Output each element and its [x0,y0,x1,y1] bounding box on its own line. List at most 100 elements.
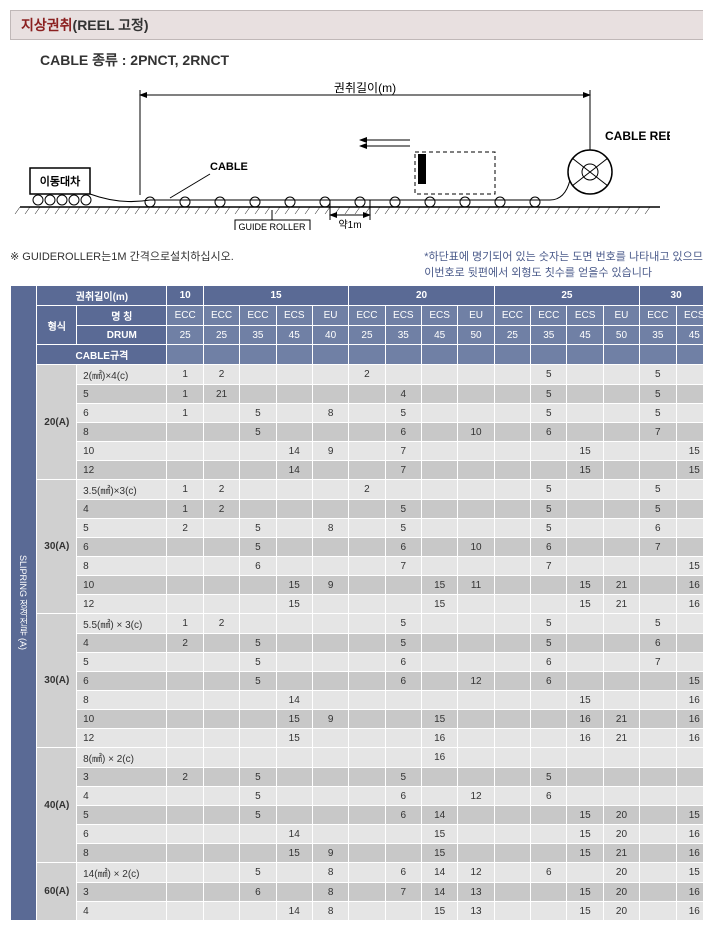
cell: 6 [531,423,567,442]
cell [203,538,239,557]
svg-text:권취길이(m): 권취길이(m) [334,81,396,95]
cell: 15 [422,710,458,729]
cell: 2 [203,614,239,634]
cell [203,595,239,614]
cell [276,614,312,634]
cell: 5 [240,423,276,442]
cell [349,461,385,480]
cell: 8 [77,557,167,576]
cell [240,576,276,595]
cell [422,614,458,634]
cell [203,653,239,672]
cell: 8 [77,691,167,710]
cell: 5 [240,538,276,557]
cell: ECC [203,306,239,326]
cell: 1 [167,500,203,519]
cell: 7 [531,557,567,576]
cell [385,844,421,863]
cell: 30(A) [37,480,77,614]
cell [167,442,203,461]
cell [458,729,494,748]
cell [349,768,385,787]
guide-roller-note: ※ GUIDEROLLER는1M 간격으로설치하십시오. [10,248,234,280]
cell [458,614,494,634]
cell [276,557,312,576]
cell: 5 [531,500,567,519]
cell: 60(A) [37,863,77,921]
cell [203,576,239,595]
cell [276,404,312,423]
cable-type-label: CABLE 종류 : 2PNCT, 2RNCT [40,50,683,70]
cell [276,787,312,806]
cell [676,538,703,557]
cell [531,748,567,768]
cell: 15 [567,461,603,480]
cell [494,500,530,519]
cell [385,480,421,500]
cell: 15 [567,806,603,825]
cell: ECC [531,306,567,326]
cell: 명 칭 [77,306,167,326]
cell [312,557,348,576]
cell [567,404,603,423]
cell: 15 [276,576,312,595]
cell [567,768,603,787]
cell [203,902,239,921]
cell: 5 [531,768,567,787]
cell [167,653,203,672]
cell: 21 [603,729,639,748]
cell: 10 [77,442,167,461]
cell [312,634,348,653]
cell: 6 [77,672,167,691]
cell [531,825,567,844]
cell [603,480,639,500]
cell: 50 [458,326,494,345]
cell [167,423,203,442]
cell: 6 [385,672,421,691]
cell: 6 [531,863,567,883]
table-note: *하단표에 명기되어 있는 숫자는 도면 번호를 나타내고 있으므로 이번호로 … [424,248,703,280]
cell [276,653,312,672]
cell [531,345,567,365]
cell [240,844,276,863]
cell [458,653,494,672]
cell [276,806,312,825]
cell: 20 [349,286,494,306]
cell [458,634,494,653]
cell: ECC [349,306,385,326]
cell [167,883,203,902]
cell [167,461,203,480]
cell [531,883,567,902]
cell: 5 [640,614,676,634]
cell: 14 [422,806,458,825]
cell: 7 [385,557,421,576]
cell [676,614,703,634]
cell: 5 [531,614,567,634]
cell [312,423,348,442]
cell: 45 [567,326,603,345]
cell [422,500,458,519]
cell: 7 [385,883,421,902]
cell [167,863,203,883]
cell [349,614,385,634]
cell: 7 [640,653,676,672]
cell: 8 [312,404,348,423]
cell: 16 [422,729,458,748]
cell [276,345,312,365]
cell: 5 [640,385,676,404]
cell [603,385,639,404]
cell: 10 [77,576,167,595]
cell [349,345,385,365]
cell: 16 [676,576,703,595]
cell: 16 [676,883,703,902]
cell: 5 [385,519,421,538]
cell [349,442,385,461]
cell [640,902,676,921]
cell [676,768,703,787]
cell [458,691,494,710]
cell [349,748,385,768]
cell [203,806,239,825]
cell [603,404,639,423]
title-kr: 지상권취 [21,17,73,33]
cell: 6 [385,653,421,672]
